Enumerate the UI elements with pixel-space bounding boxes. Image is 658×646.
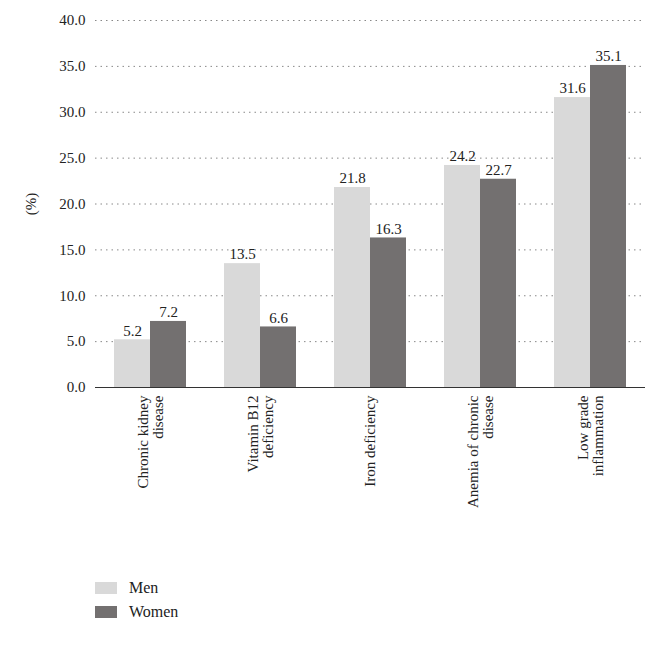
html-text:Men: Men xyxy=(129,579,159,596)
svg-text:Low gradeinflammation: Low gradeinflammation xyxy=(575,395,606,476)
svg-text:6.6: 6.6 xyxy=(269,310,288,326)
svg-text:30.0: 30.0 xyxy=(59,104,85,120)
svg-text:Chronic kidneydisease: Chronic kidneydisease xyxy=(135,395,166,488)
svg-text:31.6: 31.6 xyxy=(559,80,586,96)
html-text:Women: Women xyxy=(129,603,179,620)
svg-text:35.0: 35.0 xyxy=(59,58,85,74)
svg-text:Iron deficiency: Iron deficiency xyxy=(362,395,378,487)
svg-text:21.8: 21.8 xyxy=(339,170,365,186)
svg-text:Vitamin B12deficiency: Vitamin B12deficiency xyxy=(245,395,276,473)
svg-text:20.0: 20.0 xyxy=(59,196,85,212)
svg-text:7.2: 7.2 xyxy=(159,304,178,320)
svg-text:16.3: 16.3 xyxy=(375,221,401,237)
svg-text:10.0: 10.0 xyxy=(59,288,85,304)
svg-text:5.0: 5.0 xyxy=(67,333,86,349)
svg-text:0.0: 0.0 xyxy=(67,379,86,395)
svg-text:13.5: 13.5 xyxy=(229,246,255,262)
svg-text:15.0: 15.0 xyxy=(59,242,85,258)
svg-text:22.7: 22.7 xyxy=(485,162,512,178)
svg-text:Anemia of chronicdisease: Anemia of chronicdisease xyxy=(465,395,496,508)
svg-text:35.1: 35.1 xyxy=(595,48,621,64)
svg-text:24.2: 24.2 xyxy=(449,148,475,164)
svg-text:(%): (%) xyxy=(23,193,40,216)
svg-text:5.2: 5.2 xyxy=(123,323,142,339)
svg-text:25.0: 25.0 xyxy=(59,150,85,166)
svg-text:40.0: 40.0 xyxy=(59,12,85,28)
